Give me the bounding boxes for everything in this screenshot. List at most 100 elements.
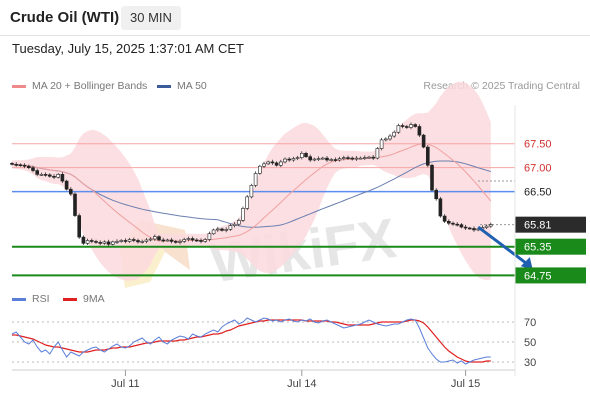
candle-body — [195, 239, 199, 242]
candle — [262, 161, 266, 169]
candle-body — [308, 156, 313, 161]
candle-body — [203, 239, 207, 242]
candle-body — [253, 173, 258, 186]
candle — [43, 172, 48, 177]
candle — [446, 219, 451, 225]
candle — [442, 214, 447, 224]
candle — [237, 218, 241, 226]
candles — [10, 122, 493, 247]
candle — [211, 228, 216, 235]
candle-body — [148, 238, 153, 241]
candle-body — [325, 157, 329, 161]
candle — [157, 235, 161, 242]
legend-bollinger-label: MA 20 + Bollinger Bands — [32, 80, 148, 92]
timeframe-badge[interactable]: 30 MIN — [121, 6, 181, 30]
legend-ma50: MA 50 — [157, 80, 207, 92]
legend-rsi-label: RSI — [32, 293, 50, 305]
pivot-label: 66.50 — [524, 187, 552, 199]
candle — [39, 172, 44, 176]
candle-body — [467, 227, 472, 230]
candle — [463, 224, 468, 230]
candle-body — [312, 158, 317, 161]
candle — [174, 239, 178, 244]
candle-body — [455, 223, 460, 226]
candle-body — [472, 228, 476, 231]
candle — [132, 237, 136, 243]
candle — [220, 227, 224, 232]
support-tag — [515, 267, 586, 284]
candle-body — [136, 240, 140, 243]
legend-rsi: RSI — [12, 293, 50, 305]
candle-body — [22, 164, 27, 167]
candle — [98, 240, 102, 246]
candle — [190, 236, 195, 242]
candle-body — [207, 233, 212, 240]
candle-body — [64, 180, 69, 190]
header-divider — [0, 35, 590, 36]
chart-datetime: Tuesday, July 15, 2025 1:37:01 AM CET — [12, 41, 244, 56]
candle — [106, 239, 111, 247]
ma20-line — [11, 143, 492, 242]
candle-body — [304, 153, 308, 157]
candle — [94, 239, 98, 244]
candle — [430, 163, 434, 192]
candle-body — [144, 239, 149, 242]
candle — [371, 154, 376, 161]
candle — [316, 156, 321, 161]
candle — [64, 179, 69, 191]
candle-body — [354, 157, 359, 160]
candle — [367, 155, 371, 159]
candle-body — [43, 174, 48, 176]
candle — [409, 122, 413, 130]
candle-body — [123, 240, 128, 242]
candle — [472, 226, 476, 232]
candle — [362, 155, 367, 161]
candle — [459, 223, 464, 229]
candle-body — [199, 240, 203, 242]
candle-body — [287, 158, 292, 161]
legend-ma50-label: MA 50 — [177, 80, 207, 92]
candle — [207, 231, 212, 242]
candle-body — [165, 239, 170, 242]
candle — [182, 237, 186, 243]
candle — [195, 238, 199, 243]
x-tick-label: Jul 15 — [451, 378, 480, 390]
ma20-path — [11, 143, 492, 242]
candle-body — [211, 229, 216, 235]
candle — [304, 151, 308, 159]
candle — [396, 123, 401, 134]
candle-body — [274, 162, 279, 166]
resistance-label: 67.50 — [524, 139, 552, 151]
candle — [26, 164, 31, 170]
instrument-title: Crude Oil (WTI) — [10, 9, 120, 26]
candle — [56, 173, 61, 179]
candle — [224, 227, 228, 233]
candle — [329, 157, 334, 162]
candle — [333, 157, 338, 162]
x-tick-label: Jul 14 — [287, 378, 316, 390]
candle-body — [73, 193, 77, 216]
bollinger-fill — [12, 81, 491, 281]
candle — [383, 137, 388, 142]
candle — [270, 159, 275, 165]
bollinger-bands — [12, 81, 491, 281]
candle-body — [329, 159, 334, 161]
candle-body — [190, 238, 195, 241]
candle-body — [31, 167, 35, 171]
candle-body — [232, 223, 237, 226]
rsi-tick-label: 50 — [524, 337, 536, 349]
candle-body — [35, 170, 40, 175]
candle — [278, 159, 283, 168]
candle — [346, 155, 350, 160]
candle-body — [132, 239, 136, 241]
candle — [136, 238, 140, 244]
level-labels: 67.50 67.00 66.50 65.81 65.35 64.75 — [515, 139, 586, 284]
candle — [153, 234, 157, 241]
candle-body — [228, 225, 233, 230]
candle-body — [266, 161, 271, 165]
candle — [341, 155, 346, 161]
candle — [123, 238, 128, 244]
candle-body — [237, 220, 241, 225]
candle — [253, 171, 258, 188]
